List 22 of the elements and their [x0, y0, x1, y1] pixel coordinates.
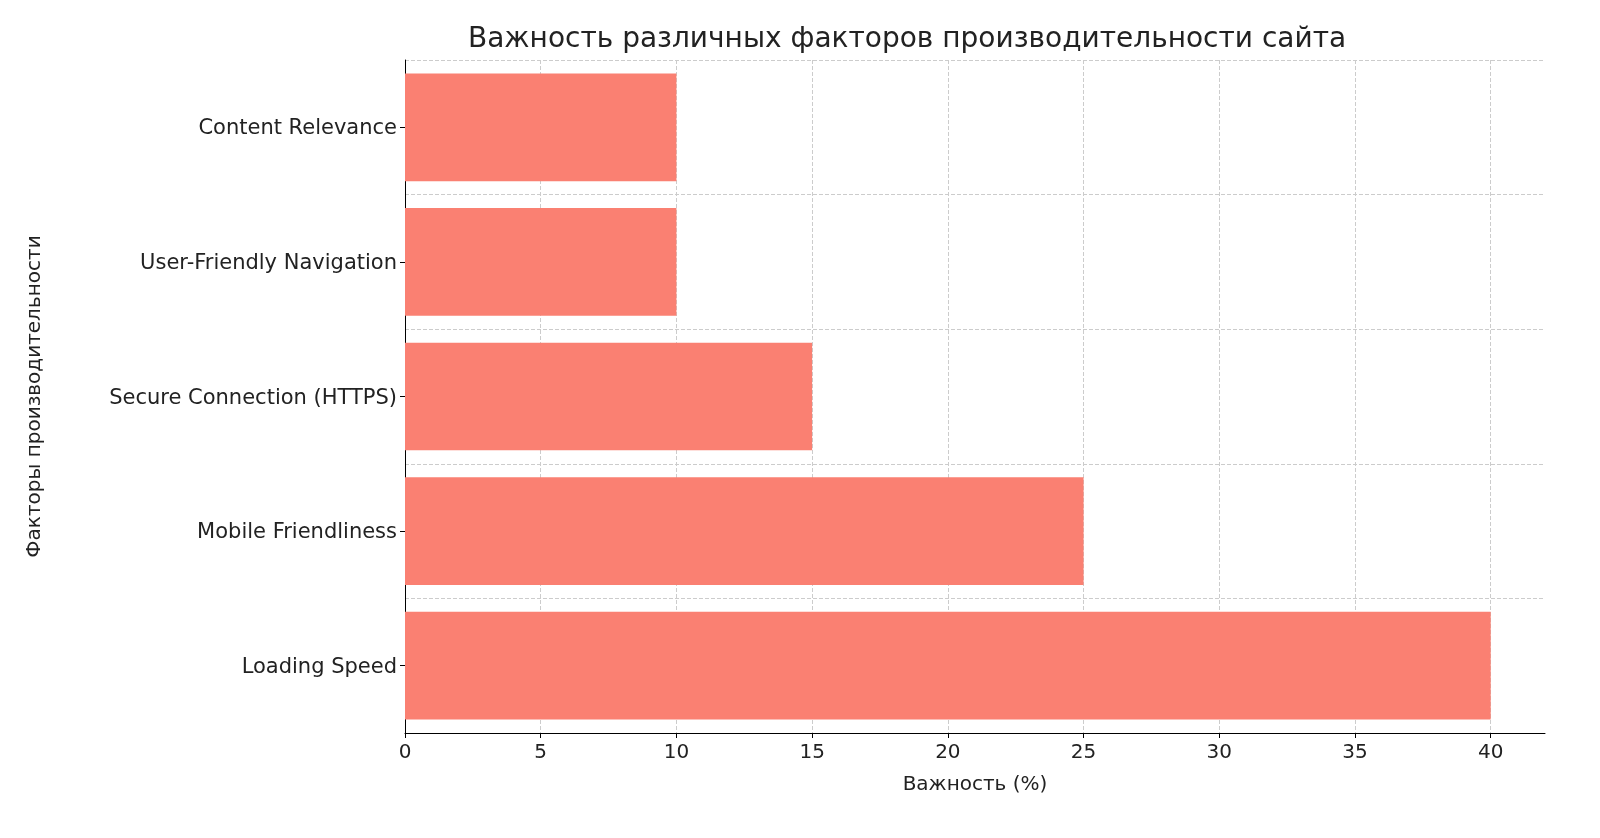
bar: [405, 477, 1084, 585]
x-tick-label: 40: [1477, 739, 1504, 763]
x-tick-label: 25: [1070, 739, 1097, 763]
y-tick-label: Mobile Friendliness: [197, 519, 397, 544]
x-tick-label: 35: [1342, 739, 1368, 763]
x-axis-title: Важность (%): [902, 771, 1048, 795]
chart-title: Важность различных факторов производительности сайта: [468, 20, 1347, 54]
y-tick-label: Secure Connection (HTTPS): [109, 384, 397, 409]
y-tick-label: Loading Speed: [241, 653, 397, 678]
bar: [405, 73, 677, 182]
x-tick-label: 0: [398, 739, 412, 763]
bar: [405, 208, 677, 316]
x-tick-label: 10: [663, 739, 690, 763]
y-tick-label: User-Friendly Navigation: [140, 249, 397, 274]
x-tick-label: 15: [799, 739, 825, 763]
bar: [405, 611, 1491, 720]
x-tick-label: 30: [1206, 739, 1233, 763]
y-axis-title: Факторы производительности: [21, 235, 45, 558]
y-tick-label: Content Relevance: [198, 115, 397, 140]
x-tick-label: 5: [534, 739, 548, 763]
x-tick-label: 20: [935, 739, 961, 763]
bar: [405, 342, 813, 451]
